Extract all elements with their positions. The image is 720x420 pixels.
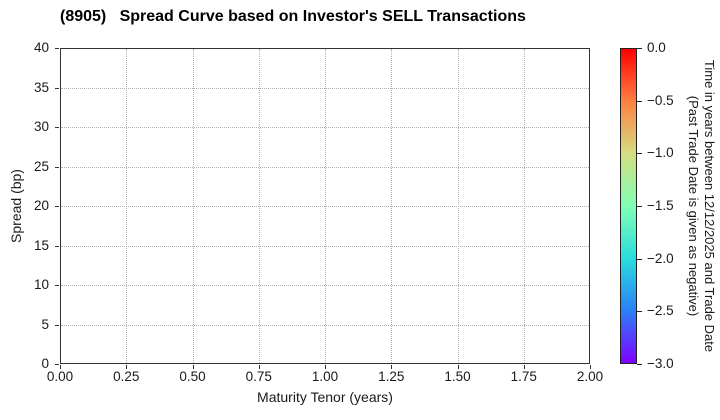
y-axis-label: Spread (bp) [8,169,24,243]
y-tick [55,166,59,168]
colorbar-axis-label-line1: Time in years between 12/12/2025 and Tra… [702,59,717,353]
y-tick-label: 0 [41,356,49,371]
x-tick [258,365,260,369]
y-tick-label: 30 [33,119,49,134]
colorbar-tick-label: 0.0 [647,40,666,55]
x-tick-label: 0.00 [46,369,74,384]
colorbar-tick-label: −2.0 [647,250,674,266]
colorbar-tick [637,100,642,102]
colorbar-gradient [621,49,636,363]
colorbar-axis-label-line2: (Past Trade Date is given as negative) [686,95,701,317]
x-tick [126,365,128,369]
x-tick [590,365,591,369]
y-tick [55,48,59,49]
y-tick [55,127,59,128]
y-tick [55,364,59,365]
y-tick-label: 5 [41,316,49,332]
y-tick [55,285,59,286]
x-tick [457,365,459,369]
colorbar-tick [637,364,642,365]
colorbar [620,48,637,364]
x-tick-label: 1.00 [311,369,339,384]
grid-line-horizontal [61,285,589,286]
grid-line-horizontal [61,324,589,326]
y-tick [55,245,59,247]
x-tick [391,365,393,369]
x-tick [325,365,326,369]
x-tick-label: 1.50 [444,369,471,384]
colorbar-tick-label: −1.5 [647,198,674,213]
colorbar-tick-label: −1.0 [647,145,674,161]
y-tick [55,324,59,326]
grid-line-horizontal [61,87,589,89]
y-tick-label: 40 [33,40,49,55]
y-tick-label: 10 [33,277,49,292]
colorbar-tick [637,311,642,313]
colorbar-tick [637,48,642,49]
x-tick [192,365,194,369]
y-tick [55,87,59,89]
y-tick-label: 20 [33,198,49,213]
chart-title: (8905) Spread Curve based on Investor's … [60,8,526,25]
colorbar-tick [637,206,642,207]
y-tick-label: 25 [33,158,49,174]
y-tick-label: 35 [33,79,49,95]
x-tick [60,365,61,369]
x-axis-label: Maturity Tenor (years) [257,389,393,405]
grid-line-horizontal [61,166,589,168]
grid-line-horizontal [61,127,589,128]
y-tick-label: 15 [33,237,49,253]
colorbar-tick [637,153,642,155]
grid-line-horizontal [61,245,589,247]
colorbar-tick-label: −0.5 [647,92,674,108]
x-tick-label: 1.25 [378,369,405,384]
x-tick-label: 1.75 [510,369,537,384]
x-tick-label: 0.25 [113,369,140,384]
colorbar-tick [637,258,642,260]
x-tick-label: 0.50 [179,369,206,384]
x-tick-label: 0.75 [245,369,272,384]
x-tick [523,365,525,369]
colorbar-axis-label: Time in years between 12/12/2025 and Tra… [685,60,717,352]
y-tick [55,206,59,207]
colorbar-tick-label: −3.0 [647,356,674,371]
x-tick-label: 2.00 [576,369,604,384]
grid-line-horizontal [61,206,589,207]
colorbar-tick-label: −2.5 [647,303,674,319]
